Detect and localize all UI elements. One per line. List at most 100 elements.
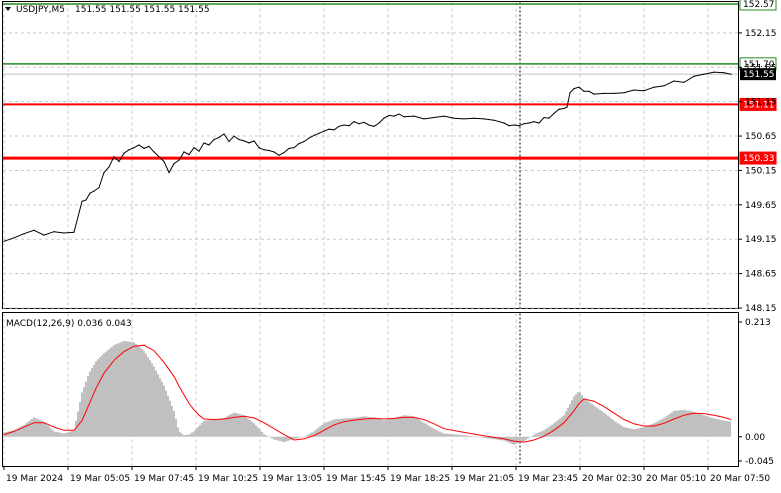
- macd-bar: [121, 341, 123, 437]
- macd-bar: [259, 429, 261, 437]
- macd-bar: [157, 374, 159, 437]
- macd-bar: [223, 417, 225, 437]
- macd-bar: [61, 433, 63, 437]
- macd-bar: [347, 418, 349, 437]
- macd-bar: [449, 434, 451, 437]
- macd-bar: [215, 419, 217, 437]
- macd-bar: [439, 431, 441, 437]
- macd-bar: [605, 414, 607, 437]
- price-point: [3, 240, 5, 242]
- macd-bar: [151, 363, 153, 437]
- macd-bar: [143, 350, 145, 437]
- macd-bar: [311, 432, 313, 437]
- macd-bar: [727, 421, 729, 437]
- macd-bar: [17, 428, 19, 437]
- macd-bar: [355, 417, 357, 437]
- level-tag-150.33: [739, 151, 777, 165]
- macd-bar: [149, 360, 151, 437]
- macd-bar: [615, 421, 617, 437]
- macd-bar: [647, 425, 649, 437]
- price-point: [368, 124, 370, 126]
- macd-bar: [405, 415, 407, 437]
- price-point: [293, 147, 295, 149]
- macd-bar: [649, 424, 651, 437]
- macd-bar: [409, 415, 411, 437]
- macd-bar: [219, 418, 221, 437]
- chart-header[interactable]: USDJPY,M5 151.55 151.55 151.55 151.55: [5, 5, 210, 15]
- macd-bar: [629, 428, 631, 437]
- macd-bar: [659, 420, 661, 437]
- level-tag-label: 151.11: [743, 100, 775, 110]
- macd-bar: [453, 434, 455, 437]
- price-point: [623, 92, 625, 94]
- macd-bar: [653, 423, 655, 437]
- price-point: [593, 93, 595, 95]
- macd-bar: [369, 416, 371, 437]
- price-point: [158, 156, 160, 158]
- macd-bar: [63, 433, 65, 437]
- triangle-down-icon[interactable]: [5, 7, 11, 11]
- macd-bar: [433, 428, 435, 437]
- price-point: [203, 142, 205, 144]
- macd-bar: [85, 381, 87, 437]
- time-tick-label: 19 Mar 18:25: [390, 474, 450, 484]
- macd-bar: [273, 436, 275, 440]
- price-point: [533, 121, 535, 123]
- macd-bar: [165, 390, 167, 437]
- macd-bar: [37, 419, 39, 437]
- price-point: [503, 122, 505, 124]
- macd-bar: [685, 410, 687, 437]
- macd-bar: [131, 342, 133, 437]
- macd-bar: [7, 431, 9, 437]
- macd-bar: [239, 414, 241, 437]
- macd-bar: [677, 410, 679, 437]
- macd-bar: [551, 424, 553, 437]
- macd-bar: [617, 423, 619, 437]
- macd-bar: [303, 436, 305, 438]
- price-point: [228, 140, 230, 143]
- macd-bar: [661, 418, 663, 437]
- macd-bar: [101, 355, 103, 437]
- macd-bar: [471, 436, 473, 437]
- macd-bar: [523, 436, 525, 442]
- macd-bar: [427, 425, 429, 437]
- macd-bar: [639, 427, 641, 437]
- macd-bar: [349, 418, 351, 437]
- price-point: [118, 160, 120, 163]
- macd-bar: [315, 429, 317, 437]
- macd-bar: [581, 395, 583, 437]
- macd-bar: [491, 436, 493, 439]
- macd-bar: [305, 435, 307, 437]
- macd-bar: [387, 419, 389, 437]
- macd-bar: [21, 425, 23, 437]
- price-tick-label: 149.65: [745, 201, 777, 211]
- price-point: [253, 140, 255, 142]
- price-point: [153, 151, 155, 153]
- macd-bar: [147, 357, 149, 437]
- macd-bar: [289, 436, 291, 441]
- macd-bar: [279, 436, 281, 442]
- macd-bar: [261, 431, 263, 437]
- macd-bar: [473, 436, 475, 437]
- time-tick-label: 19 Mar 13:05: [262, 474, 322, 484]
- price-point: [703, 73, 705, 75]
- macd-bar: [655, 422, 657, 437]
- macd-bar: [231, 413, 233, 437]
- macd-bar: [133, 342, 135, 437]
- price-point: [388, 114, 390, 117]
- macd-bar: [385, 420, 387, 437]
- macd-bar: [255, 425, 257, 437]
- macd-bar: [233, 412, 235, 437]
- macd-bar: [383, 420, 385, 437]
- price-point: [613, 92, 615, 95]
- price-point: [513, 124, 515, 126]
- macd-bar: [631, 428, 633, 437]
- macd-bar: [395, 417, 397, 437]
- price-point: [558, 108, 560, 110]
- macd-bar: [253, 423, 255, 437]
- macd-bar: [11, 430, 13, 437]
- macd-bar: [227, 415, 229, 437]
- price-point: [453, 117, 455, 119]
- macd-bar: [599, 409, 601, 437]
